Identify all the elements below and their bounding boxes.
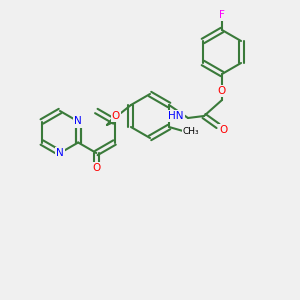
Text: N: N bbox=[56, 148, 64, 158]
Text: HN: HN bbox=[168, 111, 184, 121]
Text: N: N bbox=[74, 116, 82, 127]
Text: CH₃: CH₃ bbox=[183, 127, 200, 136]
Text: O: O bbox=[92, 163, 100, 173]
Text: O: O bbox=[219, 125, 227, 135]
Text: O: O bbox=[218, 86, 226, 96]
Text: O: O bbox=[112, 111, 120, 121]
Text: F: F bbox=[219, 10, 225, 20]
